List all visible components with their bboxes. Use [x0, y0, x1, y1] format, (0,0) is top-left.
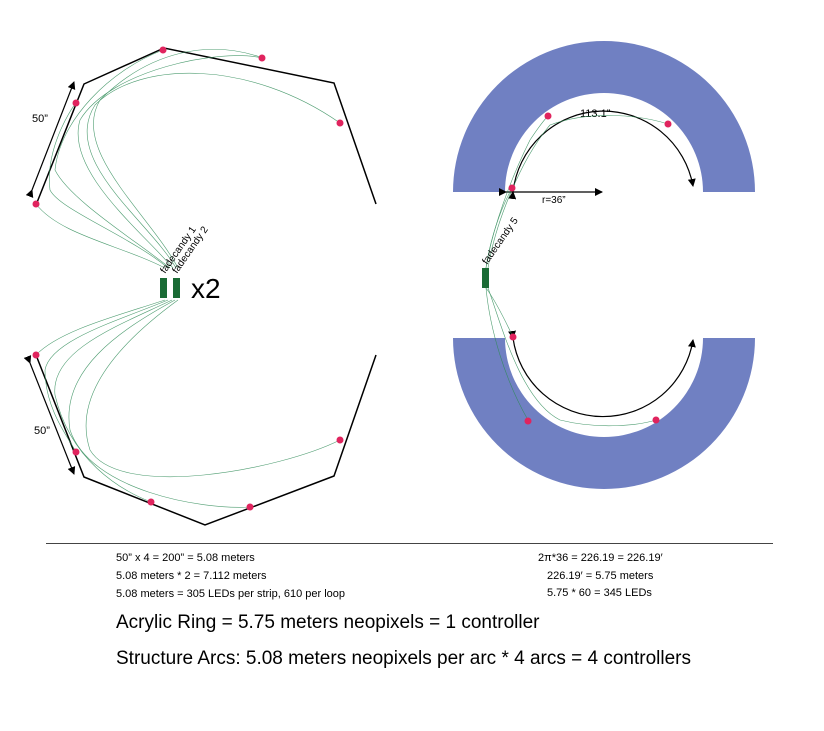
left-bottom-dimension-label: 50”	[34, 425, 50, 437]
acrylic-ring-bottom	[453, 338, 755, 489]
dimension-arrow-top	[25, 81, 76, 198]
fadecandy-5-controller	[482, 268, 489, 288]
summary-acrylic-ring: Acrylic Ring = 5.75 meters neopixels = 1…	[116, 612, 540, 633]
wires-left-bottom	[35, 299, 341, 508]
radius-label: r=36”	[542, 195, 566, 206]
left-top-dimension-label: 50”	[32, 113, 48, 125]
fadecandy-2-controller	[173, 278, 180, 298]
divider-line	[46, 543, 773, 544]
multiplier-label: x2	[191, 273, 221, 304]
note-right-3: 5.75 * 60 = 345 LEDs	[547, 587, 652, 599]
structure-arc-bottom	[35, 354, 377, 526]
note-left-3: 5.08 meters = 305 LEDs per strip, 610 pe…	[116, 588, 345, 600]
note-right-1: 2π*36 = 226.19 = 226.19′	[538, 552, 663, 564]
note-left-1: 50” x 4 = 200” = 5.08 meters	[116, 552, 255, 564]
arc-arrow-top	[508, 110, 696, 200]
note-right-2: 226.19′ = 5.75 meters	[547, 570, 654, 582]
arc-arrow-bottom	[508, 330, 696, 418]
led-nodes-left	[32, 46, 344, 511]
fadecandy-5-label: fadecandy 5	[480, 215, 521, 266]
fadecandy-1-controller	[160, 278, 167, 298]
dimension-arrow-bottom	[23, 355, 76, 475]
arc-length-label: 113.1”	[580, 108, 611, 120]
summary-structure-arcs: Structure Arcs: 5.08 meters neopixels pe…	[116, 648, 692, 669]
structure-arc-top	[35, 47, 377, 206]
acrylic-ring-top	[453, 41, 755, 192]
wires-right	[485, 115, 669, 427]
led-nodes-right	[508, 112, 672, 425]
note-left-2: 5.08 meters * 2 = 7.112 meters	[116, 570, 267, 582]
